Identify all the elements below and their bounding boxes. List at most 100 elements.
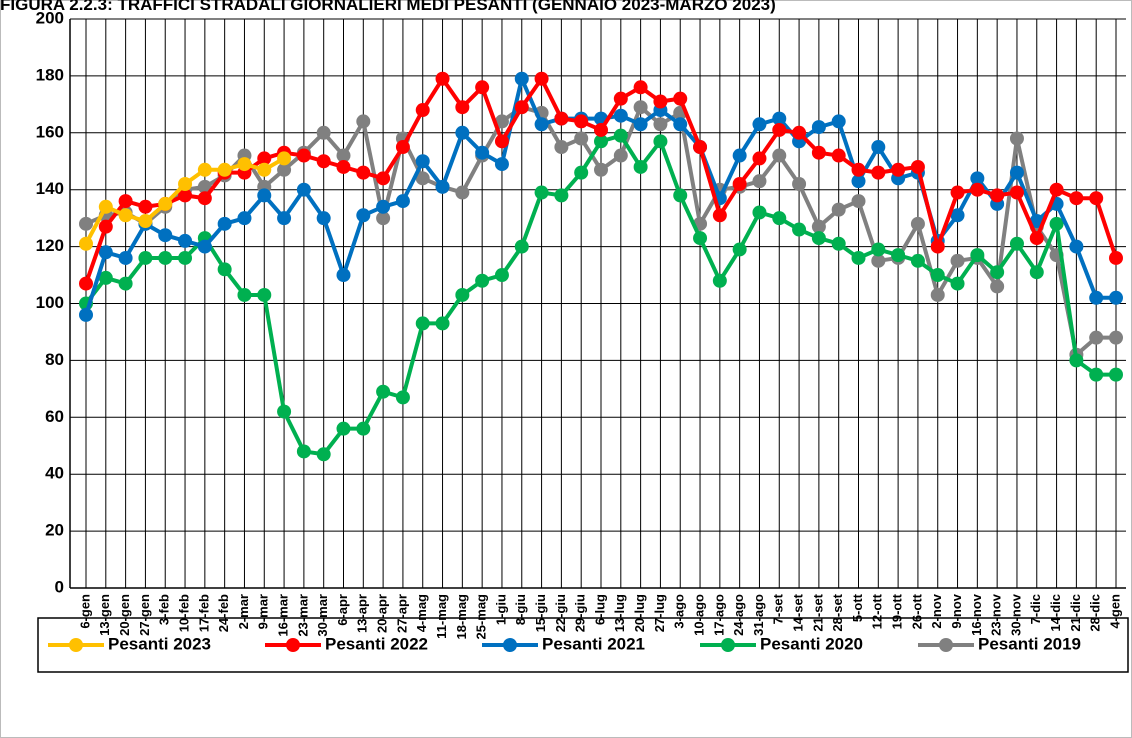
data-point — [138, 250, 153, 265]
data-point — [455, 100, 470, 115]
x-tick-label: 26-ott — [909, 593, 924, 629]
data-point — [118, 208, 133, 223]
x-tick-label: 10-ago — [691, 594, 706, 636]
data-point — [554, 111, 569, 126]
data-point — [594, 134, 608, 149]
data-point — [752, 205, 767, 220]
data-point — [158, 196, 173, 211]
data-point — [494, 114, 509, 129]
data-point — [1109, 250, 1123, 265]
y-tick-label: 200 — [36, 8, 64, 27]
data-point — [732, 177, 747, 192]
data-point — [712, 208, 727, 223]
data-point — [455, 185, 470, 200]
data-point — [98, 219, 113, 234]
data-point — [237, 157, 252, 172]
data-point — [376, 384, 391, 399]
data-point — [613, 91, 628, 106]
data-point — [415, 316, 430, 331]
x-tick-label: 28-set — [830, 593, 845, 631]
data-point — [217, 216, 232, 231]
data-point — [930, 268, 945, 283]
data-point — [158, 250, 173, 265]
data-point — [851, 194, 866, 209]
y-tick-label: 180 — [36, 65, 64, 84]
data-point — [435, 316, 450, 331]
data-point — [613, 148, 628, 163]
x-tick-label: 7-set — [771, 593, 786, 624]
x-tick-label: 28-dic — [1088, 594, 1103, 632]
data-point — [514, 239, 529, 254]
x-tick-label: 10-feb — [176, 594, 191, 632]
data-point — [851, 250, 866, 265]
data-point — [1029, 265, 1044, 280]
data-point — [554, 140, 569, 155]
x-tick-label: 22-giu — [553, 594, 568, 632]
x-tick-label: 9-mar — [256, 594, 271, 629]
data-point — [970, 182, 985, 197]
data-point — [594, 162, 608, 177]
data-point — [574, 131, 589, 146]
data-point — [1009, 185, 1024, 200]
x-tick-label: 12-ott — [870, 593, 885, 629]
x-tick-label: 17-ago — [711, 594, 726, 636]
data-point — [1069, 353, 1084, 368]
data-point — [158, 228, 173, 243]
data-point — [871, 242, 886, 257]
y-tick-label: 120 — [36, 236, 64, 255]
legend-label: Pesanti 2022 — [325, 634, 428, 653]
data-point — [178, 188, 193, 203]
data-point — [772, 148, 787, 163]
x-tick-label: 25-mag — [474, 594, 489, 640]
data-point — [197, 179, 212, 194]
legend-label: Pesanti 2023 — [108, 634, 211, 653]
data-point — [673, 188, 688, 203]
x-tick-label: 20-apr — [375, 594, 390, 633]
data-point — [950, 253, 965, 268]
data-point — [475, 273, 490, 288]
x-tick-label: 14-dic — [1048, 594, 1063, 632]
x-tick-label: 18-mag — [454, 594, 469, 640]
data-point — [871, 165, 886, 180]
data-point — [990, 265, 1005, 280]
data-point — [534, 71, 549, 86]
x-tick-label: 8-giu — [513, 594, 528, 625]
x-tick-label: 4-gen — [1107, 594, 1122, 629]
x-tick-label: 2-nov — [929, 593, 944, 628]
data-point — [990, 279, 1005, 294]
x-tick-label: 6-apr — [335, 594, 350, 626]
data-point — [1029, 231, 1044, 246]
data-point — [356, 208, 371, 223]
legend-label: Pesanti 2020 — [760, 634, 863, 653]
data-point — [574, 114, 589, 129]
data-point — [712, 273, 727, 288]
x-tick-label: 5-ott — [850, 593, 865, 622]
data-point — [277, 211, 292, 226]
x-tick-label: 16-mar — [276, 594, 291, 637]
data-point — [772, 122, 787, 137]
data-point — [871, 140, 886, 155]
x-tick-label: 23-mar — [295, 594, 310, 637]
data-point — [257, 162, 272, 177]
data-point — [792, 125, 807, 140]
legend-marker — [286, 638, 300, 652]
x-tick-label: 13-lug — [612, 594, 627, 632]
data-point — [79, 236, 93, 251]
y-tick-label: 100 — [36, 293, 64, 312]
data-point — [455, 287, 470, 302]
data-point — [990, 188, 1005, 203]
data-point — [613, 108, 628, 123]
data-point — [1089, 330, 1104, 345]
data-point — [910, 159, 925, 174]
data-point — [574, 165, 589, 180]
legend-marker — [69, 638, 83, 652]
data-point — [178, 250, 193, 265]
data-point — [851, 174, 866, 189]
x-tick-label: 13-apr — [355, 594, 370, 633]
data-point — [336, 148, 351, 163]
x-tick-label: 24-feb — [216, 594, 231, 632]
x-tick-label: 27-apr — [394, 594, 409, 633]
x-tick-label: 4-mag — [414, 594, 429, 632]
x-tick-label: 9-nov — [949, 593, 964, 628]
x-tick-label: 7-dic — [1028, 594, 1043, 624]
